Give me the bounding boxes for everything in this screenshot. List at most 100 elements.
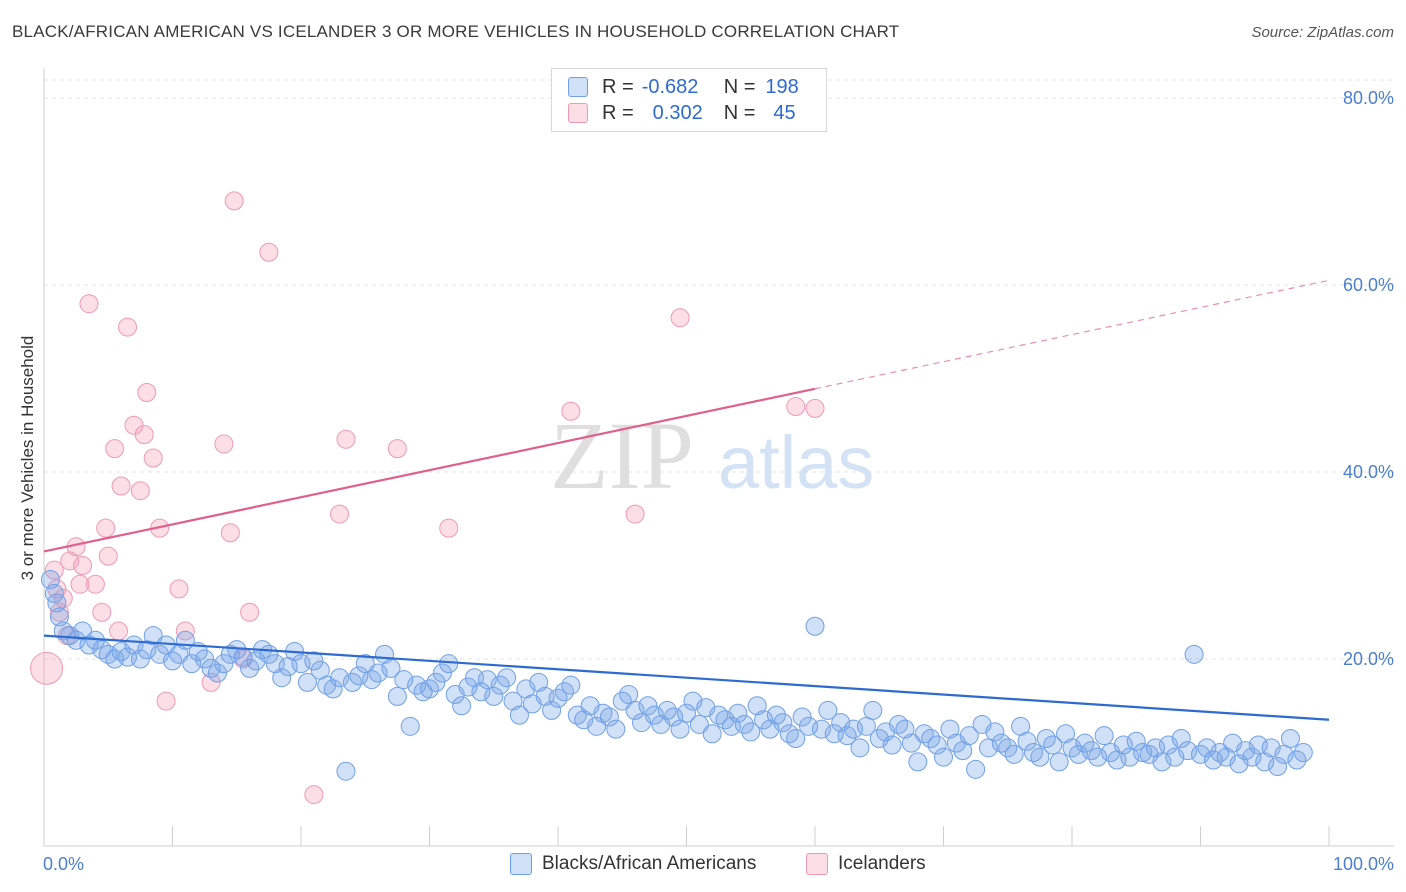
bottom-legend-swatch-blue [510, 853, 532, 875]
black-african-american-point [901, 733, 921, 753]
black-african-american-point [304, 651, 324, 671]
black-african-american-point [895, 719, 915, 739]
black-african-american-point [1178, 741, 1198, 761]
black-african-american-point [40, 570, 60, 590]
grid-lines [44, 79, 1394, 660]
legend-n-label: N = [723, 75, 756, 98]
black-african-american-point [387, 686, 407, 706]
black-african-american-point [638, 696, 658, 716]
black-african-american-point [368, 663, 388, 683]
black-african-american-point [426, 672, 446, 692]
icelander-point [105, 439, 125, 459]
black-african-american-point [297, 672, 317, 692]
black-african-american-point [677, 703, 696, 723]
black-african-american-point [966, 759, 986, 779]
black-african-american-point [182, 654, 202, 674]
black-african-american-point [323, 679, 343, 699]
black-african-american-point [143, 626, 163, 646]
black-african-american-point [959, 726, 979, 746]
black-african-american-point [195, 649, 215, 669]
black-african-american-point [490, 675, 510, 695]
legend-r-value: 0.302 [652, 101, 703, 124]
legend-swatch-pink [568, 103, 588, 123]
black-african-american-point [811, 719, 831, 739]
black-african-american-point [49, 607, 69, 627]
icelander-point [304, 785, 324, 805]
black-african-american-point [400, 716, 420, 736]
bottom-legend-icelanders: Icelanders [806, 852, 926, 876]
black-african-american-point [272, 668, 292, 688]
black-african-american-point [606, 719, 626, 739]
bottom-legend-label: Blacks/African Americans [542, 853, 757, 874]
black-african-american-point [1017, 731, 1037, 751]
black-african-american-point [1094, 726, 1114, 746]
axes [43, 68, 1394, 847]
icelander-point [73, 556, 93, 575]
black-african-american-point [940, 719, 960, 739]
series-blacks-points [40, 570, 1313, 781]
legend-row-blacks: R = -0.682 N = 198 [568, 76, 799, 98]
legend-n-value: 45 [773, 101, 796, 124]
black-african-american-point [497, 668, 517, 688]
black-african-american-point [747, 696, 767, 716]
icelander-point [92, 602, 112, 622]
icelander-point [201, 672, 221, 692]
icelander-point [134, 425, 154, 445]
icelander-point [44, 560, 64, 580]
black-african-american-point [1004, 744, 1024, 764]
icelander-point [118, 317, 138, 337]
bottom-legend-label: Icelanders [838, 853, 926, 874]
black-african-american-point [561, 675, 581, 695]
bottom-legend-swatch-pink [806, 853, 828, 875]
black-african-american-point [1242, 747, 1262, 767]
black-african-american-point [1255, 752, 1275, 772]
black-african-american-point [985, 722, 1005, 742]
black-african-american-point [336, 761, 356, 781]
trend-line-icelanders [43, 387, 816, 553]
black-african-american-point [1088, 747, 1108, 767]
icelander-point [240, 602, 260, 622]
legend-n-value: 198 [765, 75, 799, 98]
black-african-american-point [452, 696, 472, 716]
black-african-american-point [1293, 743, 1313, 762]
icelander-point [259, 242, 279, 262]
y-tick-labels: 20.0% 40.0% 60.0% 80.0% [1343, 88, 1394, 669]
black-african-american-point [702, 724, 722, 744]
icelander-point [70, 574, 90, 594]
black-african-american-point [805, 616, 825, 636]
black-african-american-point [1133, 743, 1153, 762]
black-african-american-point [670, 719, 690, 739]
chart-title: BLACK/AFRICAN AMERICAN VS ICELANDER 3 OR… [12, 22, 900, 41]
y-tick-label: 60.0% [1343, 275, 1394, 295]
legend: R = -0.682 N = 198 R = 0.302 N = 45 [551, 68, 827, 132]
black-african-american-point [818, 700, 838, 720]
black-african-american-point [625, 700, 645, 720]
icelander-point [330, 504, 350, 524]
x-tick-labels: 0.0% 100.0% [43, 854, 1394, 874]
black-african-american-point [599, 707, 619, 727]
watermark: ZIP atlas [550, 402, 874, 509]
icelander-point [85, 574, 105, 594]
black-african-american-point [458, 677, 478, 697]
black-african-american-point [137, 640, 157, 660]
black-african-american-point [863, 700, 883, 720]
black-african-american-point [792, 707, 812, 727]
black-african-american-point [1113, 735, 1133, 755]
black-african-american-point [503, 691, 523, 711]
black-african-american-point [477, 670, 497, 690]
bottom-legend-blacks: Blacks/African Americans [510, 852, 756, 876]
black-african-american-point [1268, 757, 1288, 777]
black-african-american-point [1056, 724, 1076, 744]
black-african-american-point [644, 705, 664, 725]
black-african-american-point [73, 621, 93, 641]
icelander-point [670, 308, 690, 328]
legend-row-icelanders: R = 0.302 N = 45 [568, 102, 796, 124]
icelander-point [336, 429, 356, 449]
icelander-point [156, 691, 176, 711]
black-african-american-point [349, 666, 369, 686]
black-african-american-point [439, 654, 459, 674]
black-african-american-point [484, 686, 504, 706]
icelander-point [169, 579, 189, 599]
icelander-point [625, 504, 645, 524]
black-african-american-point [754, 710, 774, 730]
